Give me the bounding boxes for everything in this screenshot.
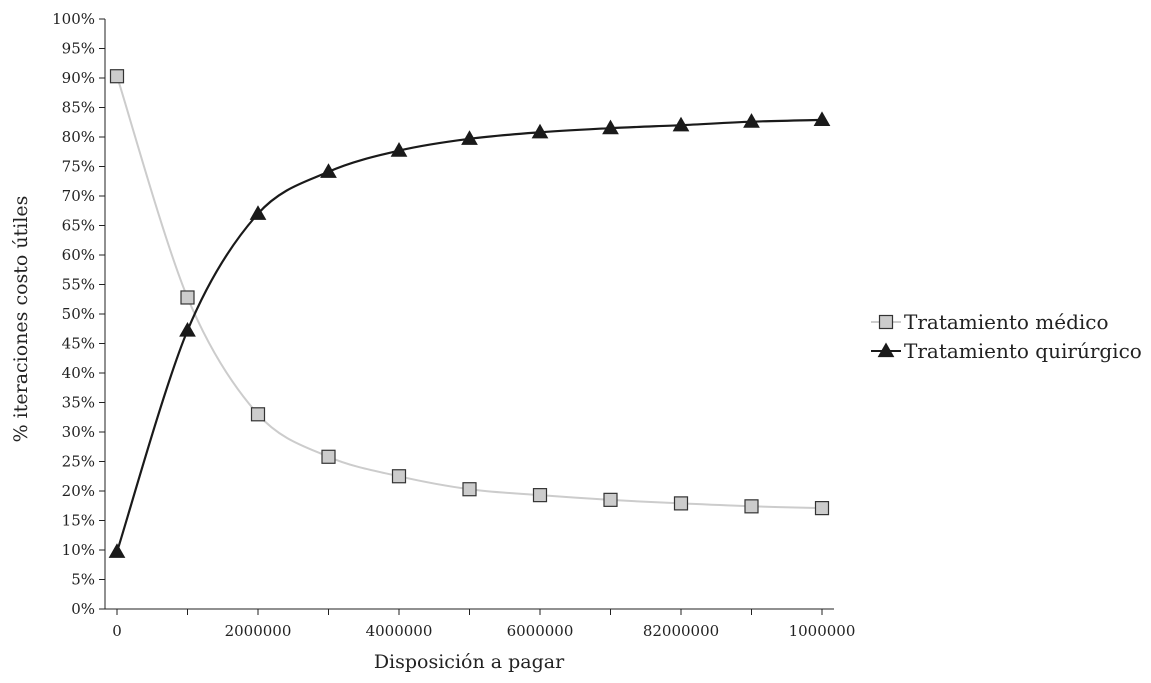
data-point bbox=[108, 543, 126, 558]
y-tick-label: 80% bbox=[62, 128, 95, 146]
legend-label: Tratamiento quirúrgico bbox=[904, 339, 1142, 363]
y-tick-label: 50% bbox=[62, 305, 95, 323]
data-point bbox=[531, 123, 549, 139]
data-point bbox=[391, 469, 407, 484]
data-point bbox=[109, 69, 125, 84]
series-square bbox=[109, 69, 830, 516]
data-point bbox=[744, 499, 759, 514]
data-point bbox=[672, 116, 690, 132]
y-tick-label: 25% bbox=[62, 453, 95, 471]
y-tick-label: 85% bbox=[62, 99, 95, 117]
y-tick-label: 100% bbox=[52, 10, 95, 28]
y-tick-label: 20% bbox=[62, 482, 95, 500]
axes bbox=[104, 19, 834, 610]
y-tick-label: 55% bbox=[62, 276, 95, 294]
y-tick-label: 90% bbox=[62, 69, 95, 87]
x-tick-label: 6000000 bbox=[507, 622, 574, 640]
legend-label: Tratamiento médico bbox=[904, 310, 1109, 334]
data-point bbox=[603, 492, 618, 507]
data-point bbox=[250, 407, 266, 422]
y-tick-label: 65% bbox=[62, 217, 95, 235]
y-tick-label: 15% bbox=[62, 512, 95, 530]
series-triangle bbox=[108, 111, 831, 558]
data-point bbox=[673, 496, 689, 511]
y-tick-label: 60% bbox=[62, 246, 95, 264]
x-tick-label: 4000000 bbox=[366, 622, 433, 640]
y-tick-label: 30% bbox=[62, 423, 95, 441]
legend: Tratamiento médico Tratamiento quirúrgico bbox=[871, 310, 1142, 363]
x-tick-label: 82000000 bbox=[643, 622, 719, 640]
series-line bbox=[115, 118, 823, 553]
legend-marker bbox=[878, 314, 894, 330]
data-point bbox=[249, 205, 267, 220]
y-tick-label: 10% bbox=[62, 541, 95, 559]
y-tick-label: 75% bbox=[62, 158, 95, 176]
data-point bbox=[814, 501, 830, 516]
x-tick-label: 0 bbox=[112, 622, 122, 640]
data-point bbox=[390, 142, 408, 157]
data-point bbox=[461, 130, 478, 145]
data-point bbox=[602, 119, 619, 135]
y-tick-label: 35% bbox=[62, 394, 95, 412]
data-point bbox=[813, 111, 831, 127]
data-point bbox=[321, 449, 336, 464]
y-axis-ticks: 0% 5% 10% 15% 20% 25% 30% 35% 40% 45% 50% 55% 60% 65%… bbox=[52, 10, 105, 618]
data-point bbox=[320, 163, 337, 178]
data-point bbox=[743, 113, 760, 128]
y-tick-label: 70% bbox=[62, 187, 95, 205]
data-point bbox=[462, 482, 477, 497]
y-tick-label: 0% bbox=[71, 600, 95, 618]
y-tick-label: 45% bbox=[62, 335, 95, 353]
data-point bbox=[179, 322, 196, 337]
y-axis-title: % iteraciones costo útiles bbox=[10, 196, 32, 443]
y-tick-label: 5% bbox=[71, 571, 95, 589]
legend-marker bbox=[877, 342, 895, 358]
x-tick-label: 1000000 bbox=[789, 622, 856, 640]
x-axis-title: Disposición a pagar bbox=[374, 651, 565, 673]
x-tick-label: 2000000 bbox=[225, 622, 292, 640]
y-tick-label: 95% bbox=[62, 40, 95, 58]
x-axis-ticks: 0 2000000 4000000 6000000 82000000 1000000 bbox=[112, 609, 855, 640]
data-point bbox=[532, 488, 548, 503]
y-tick-label: 40% bbox=[62, 364, 95, 382]
series-layer bbox=[108, 69, 831, 558]
data-point bbox=[180, 290, 195, 305]
